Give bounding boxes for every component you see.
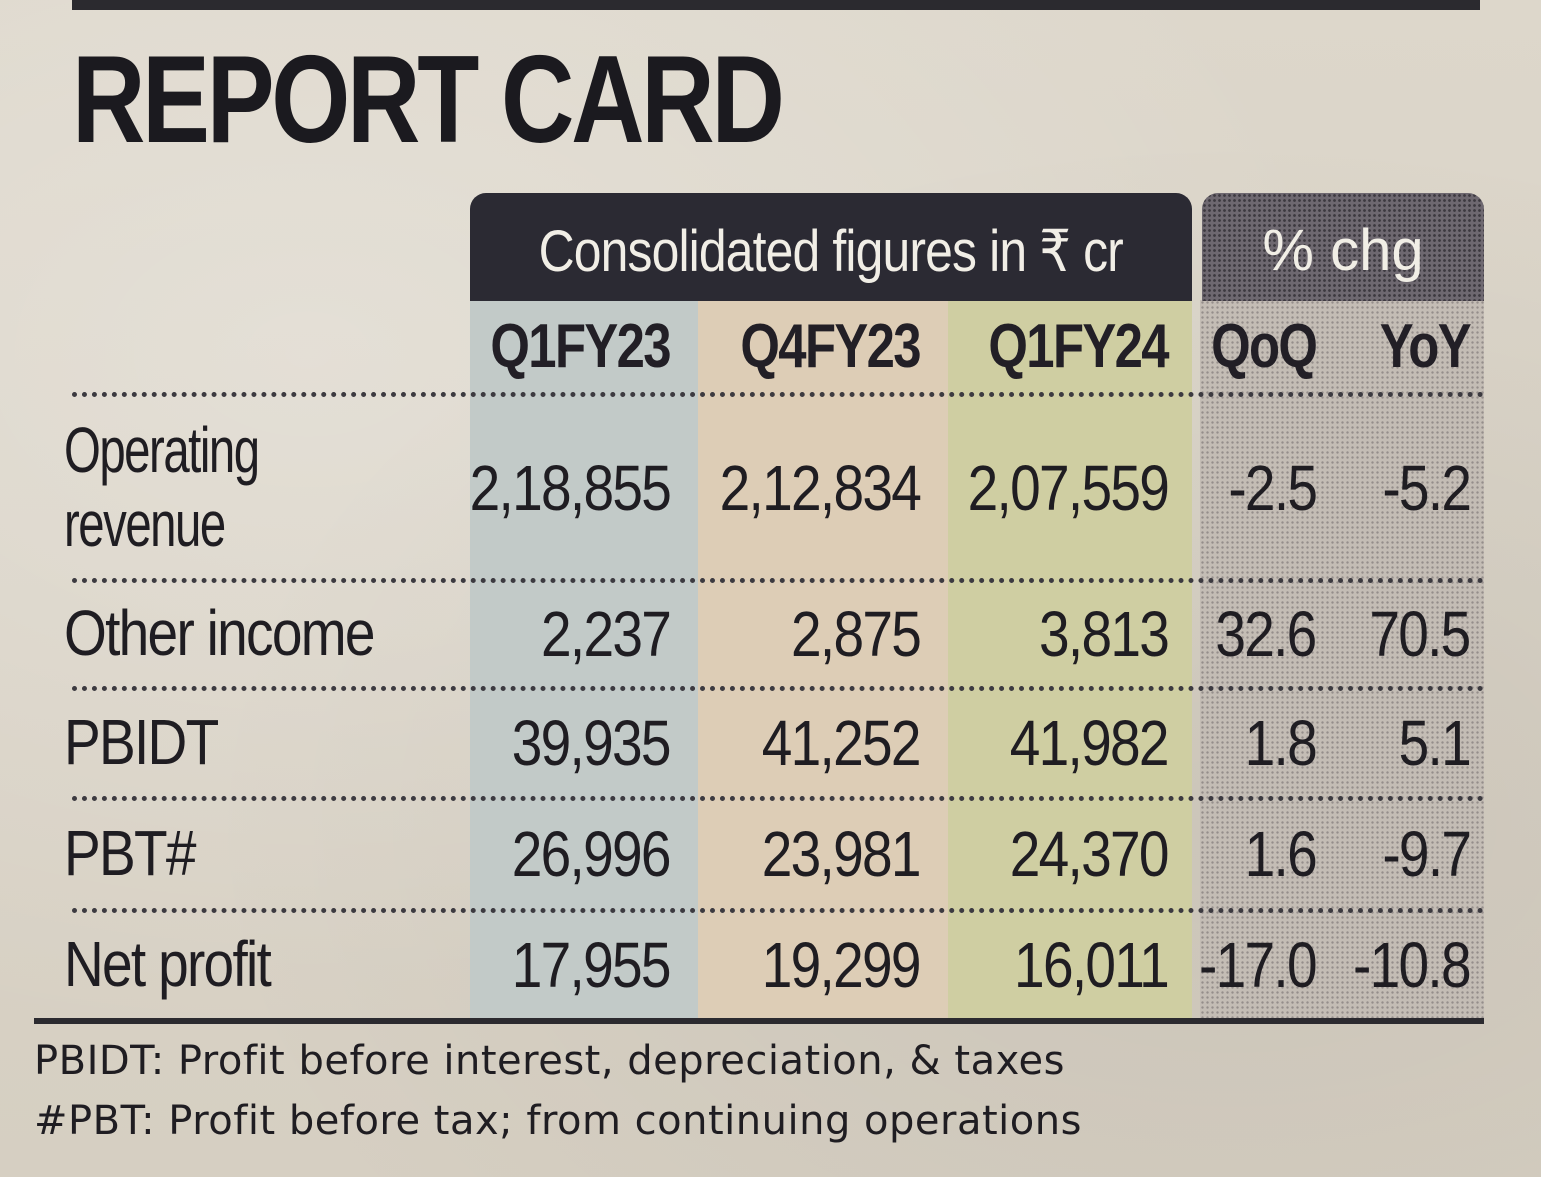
cell-q1fy23: 2,237 (540, 598, 672, 670)
table-row-net-profit: Net profit 17,955 19,299 16,011 -17.0 -1… (0, 914, 1541, 1016)
row-label: PBIDT (64, 706, 219, 779)
column-band-q1fy23 (470, 300, 698, 1018)
cell-yoy: -5.2 (1382, 452, 1472, 524)
footnote-pbt: #PBT: Profit before tax; from continuing… (34, 1098, 1082, 1144)
cell-q1fy23: 39,935 (511, 707, 672, 779)
cell-q1fy23: 26,996 (511, 818, 672, 890)
column-band-q1fy24 (948, 300, 1192, 1018)
cell-q1fy24: 24,370 (1009, 818, 1170, 890)
table-row-pbt: PBT# 26,996 23,981 24,370 1.6 -9.7 (0, 802, 1541, 906)
cell-qoq: -2.5 (1228, 452, 1318, 524)
page-title: REPORT CARD (72, 31, 785, 169)
row-label: Operating revenue (64, 400, 327, 576)
row-divider (72, 686, 1484, 691)
cell-qoq: 1.8 (1244, 707, 1318, 779)
cell-qoq: 32.6 (1215, 598, 1318, 670)
consolidated-figures-header: Consolidated figures in ₹ cr (470, 193, 1192, 301)
column-band-q4fy23 (698, 300, 948, 1018)
cell-yoy: -9.7 (1382, 818, 1472, 890)
cell-q1fy24: 16,011 (1014, 929, 1170, 1001)
row-label-line2: revenue (64, 488, 226, 560)
row-label: PBT# (64, 817, 196, 890)
footnote-pbidt: PBIDT: Profit before interest, depreciat… (34, 1038, 1065, 1084)
row-divider (72, 392, 1484, 397)
column-header-yoy: YoY (1379, 311, 1472, 381)
cell-qoq: -17.0 (1199, 929, 1318, 1001)
cell-qoq: 1.6 (1244, 818, 1318, 890)
pct-change-label: % chg (1262, 217, 1424, 283)
column-band-pct-change (1200, 300, 1484, 1018)
cell-q1fy24: 2,07,559 (967, 452, 1170, 524)
cell-q1fy23: 17,955 (511, 929, 672, 1001)
row-divider (72, 578, 1484, 583)
column-header-q1fy23: Q1FY23 (490, 311, 671, 381)
column-header-q4fy23: Q4FY23 (740, 311, 921, 381)
cell-q4fy23: 41,252 (761, 707, 922, 779)
cell-yoy: -10.8 (1353, 929, 1472, 1001)
cell-q4fy23: 23,981 (761, 818, 922, 890)
cell-q4fy23: 2,12,834 (719, 452, 922, 524)
top-rule (72, 0, 1480, 10)
pct-change-header: % chg (1202, 193, 1484, 301)
cell-q1fy23: 2,18,855 (469, 452, 672, 524)
row-divider (72, 796, 1484, 801)
cell-q4fy23: 19,299 (761, 929, 922, 1001)
cell-q4fy23: 2,875 (790, 598, 922, 670)
bottom-rule (34, 1018, 1484, 1024)
consolidated-figures-label: Consolidated figures in ₹ cr (538, 219, 1124, 284)
column-header-q1fy24: Q1FY24 (988, 311, 1169, 381)
cell-q1fy24: 41,982 (1009, 707, 1170, 779)
column-header-qoq: QoQ (1210, 311, 1318, 381)
cell-yoy: 5.1 (1398, 707, 1472, 779)
table-row-operating-revenue: Operating revenue 2,18,855 2,12,834 2,07… (0, 400, 1541, 576)
table-row-pbidt: PBIDT 39,935 41,252 41,982 1.8 5.1 (0, 692, 1541, 794)
row-label-line1: Operating (64, 414, 260, 487)
cell-yoy: 70.5 (1369, 598, 1472, 670)
table-row-other-income: Other income 2,237 2,875 3,813 32.6 70.5 (0, 584, 1541, 684)
row-label: Other income (64, 597, 375, 670)
row-label: Net profit (64, 928, 272, 1001)
cell-q1fy24: 3,813 (1038, 598, 1170, 670)
row-divider (72, 908, 1484, 913)
